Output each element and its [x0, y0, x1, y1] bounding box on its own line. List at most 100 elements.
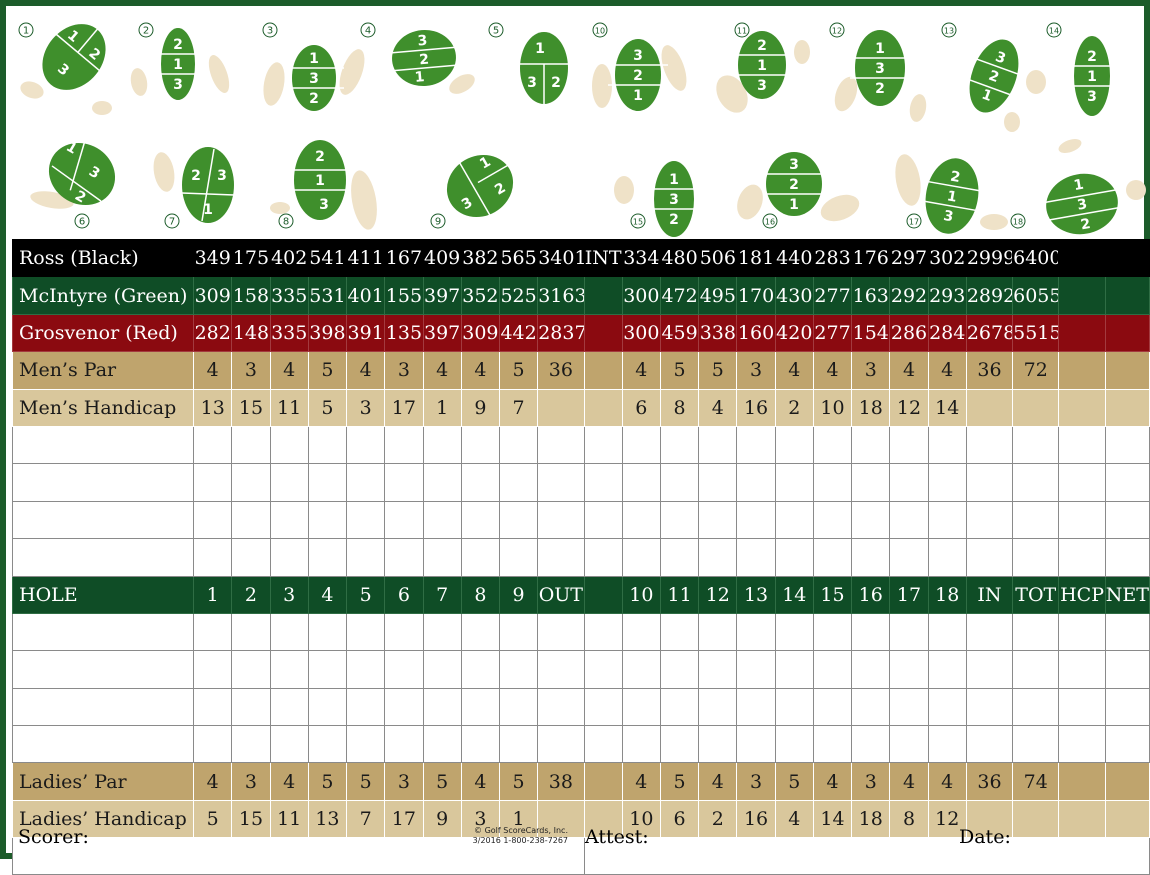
score-entry-cell[interactable] [346, 650, 386, 689]
score-entry-cell[interactable] [583, 425, 623, 465]
score-entry-cell[interactable] [965, 650, 1014, 689]
score-entry-cell[interactable] [659, 650, 700, 689]
score-entry-cell[interactable] [307, 687, 348, 727]
score-entry-cell[interactable] [1012, 687, 1060, 727]
score-entry-cell[interactable] [927, 725, 967, 764]
score-entry-cell[interactable] [231, 650, 271, 689]
score-entry-cell[interactable] [537, 725, 585, 764]
score-entry-cell[interactable] [537, 687, 585, 727]
score-entry-cell[interactable] [583, 538, 623, 577]
score-entry-cell[interactable] [774, 538, 814, 577]
score-entry-cell[interactable] [774, 425, 814, 465]
score-entry-cell[interactable] [812, 463, 853, 502]
score-entry-cell[interactable] [736, 500, 776, 540]
score-entry-cell[interactable] [422, 725, 462, 764]
score-entry-cell[interactable] [1058, 725, 1106, 764]
score-entry-cell[interactable] [621, 612, 661, 652]
score-entry-cell[interactable] [231, 463, 271, 502]
score-entry-cell[interactable] [965, 725, 1014, 764]
score-entry-cell[interactable] [269, 500, 309, 540]
score-entry-cell[interactable] [736, 425, 776, 465]
score-entry-cell[interactable] [231, 500, 271, 540]
score-entry-cell[interactable] [736, 538, 776, 577]
score-entry-cell[interactable] [1012, 650, 1060, 689]
score-entry-cell[interactable] [1104, 725, 1150, 764]
score-entry-cell[interactable] [384, 463, 424, 502]
score-entry-cell[interactable] [1104, 538, 1150, 577]
score-entry-cell[interactable] [346, 538, 386, 577]
score-entry-cell[interactable] [307, 725, 348, 764]
score-entry-cell[interactable] [851, 538, 891, 577]
score-entry-cell[interactable] [583, 725, 623, 764]
score-entry-cell[interactable] [927, 500, 967, 540]
score-entry-cell[interactable] [583, 687, 623, 727]
score-entry-cell[interactable] [1012, 425, 1060, 465]
score-entry-cell[interactable] [889, 500, 929, 540]
score-entry-cell[interactable] [1058, 500, 1106, 540]
score-entry-cell[interactable] [346, 725, 386, 764]
score-entry-cell[interactable] [537, 463, 585, 502]
score-entry-cell[interactable] [269, 425, 309, 465]
score-entry-cell[interactable] [498, 687, 539, 727]
score-entry-cell[interactable] [965, 463, 1014, 502]
score-entry-cell[interactable] [1104, 687, 1150, 727]
score-entry-cell[interactable] [851, 500, 891, 540]
score-entry-cell[interactable] [1012, 463, 1060, 502]
score-entry-cell[interactable] [384, 725, 424, 764]
score-entry-cell[interactable] [307, 538, 348, 577]
score-entry-cell[interactable] [498, 425, 539, 465]
score-entry-cell[interactable] [698, 725, 738, 764]
score-entry-cell[interactable] [231, 687, 271, 727]
score-entry-cell[interactable] [346, 612, 386, 652]
score-entry-cell[interactable] [889, 725, 929, 764]
score-entry-cell[interactable] [1012, 500, 1060, 540]
score-entry-cell[interactable] [498, 463, 539, 502]
score-entry-cell[interactable] [460, 725, 500, 764]
score-entry-cell[interactable] [422, 650, 462, 689]
score-entry-cell[interactable] [193, 425, 233, 465]
score-entry-cell[interactable] [927, 612, 967, 652]
score-entry-cell[interactable] [812, 538, 853, 577]
score-entry-cell[interactable] [851, 612, 891, 652]
score-entry-cell[interactable] [460, 463, 500, 502]
score-entry-cell[interactable] [851, 725, 891, 764]
score-entry-cell[interactable] [965, 538, 1014, 577]
score-entry-cell[interactable] [659, 725, 700, 764]
score-entry-cell[interactable] [269, 725, 309, 764]
score-entry-cell[interactable] [346, 425, 386, 465]
score-entry-cell[interactable] [698, 612, 738, 652]
score-entry-cell[interactable] [422, 500, 462, 540]
score-entry-cell[interactable] [889, 538, 929, 577]
score-entry-cell[interactable] [621, 500, 661, 540]
score-entry-cell[interactable] [774, 687, 814, 727]
score-entry-cell[interactable] [812, 725, 853, 764]
score-entry-cell[interactable] [927, 687, 967, 727]
score-entry-cell[interactable] [460, 425, 500, 465]
score-entry-cell[interactable] [889, 687, 929, 727]
score-entry-cell[interactable] [1058, 538, 1106, 577]
score-entry-cell[interactable] [1104, 500, 1150, 540]
score-entry-cell[interactable] [698, 650, 738, 689]
score-entry-cell[interactable] [774, 612, 814, 652]
score-entry-cell[interactable] [698, 463, 738, 502]
score-entry-cell[interactable] [1012, 725, 1060, 764]
score-entry-cell[interactable] [659, 612, 700, 652]
score-entry-cell[interactable] [965, 687, 1014, 727]
score-entry-cell[interactable] [422, 612, 462, 652]
score-entry-cell[interactable] [583, 650, 623, 689]
score-entry-cell[interactable] [889, 463, 929, 502]
score-entry-cell[interactable] [1104, 612, 1150, 652]
score-entry-cell[interactable] [384, 687, 424, 727]
score-entry-cell[interactable] [231, 725, 271, 764]
score-entry-cell[interactable] [537, 425, 585, 465]
score-entry-cell[interactable] [269, 612, 309, 652]
score-entry-cell[interactable] [498, 612, 539, 652]
score-entry-cell[interactable] [460, 650, 500, 689]
score-entry-cell[interactable] [537, 538, 585, 577]
score-entry-cell[interactable] [889, 650, 929, 689]
score-entry-cell[interactable] [889, 425, 929, 465]
score-entry-cell[interactable] [736, 650, 776, 689]
score-entry-cell[interactable] [346, 463, 386, 502]
score-entry-cell[interactable] [851, 687, 891, 727]
score-entry-cell[interactable] [812, 500, 853, 540]
